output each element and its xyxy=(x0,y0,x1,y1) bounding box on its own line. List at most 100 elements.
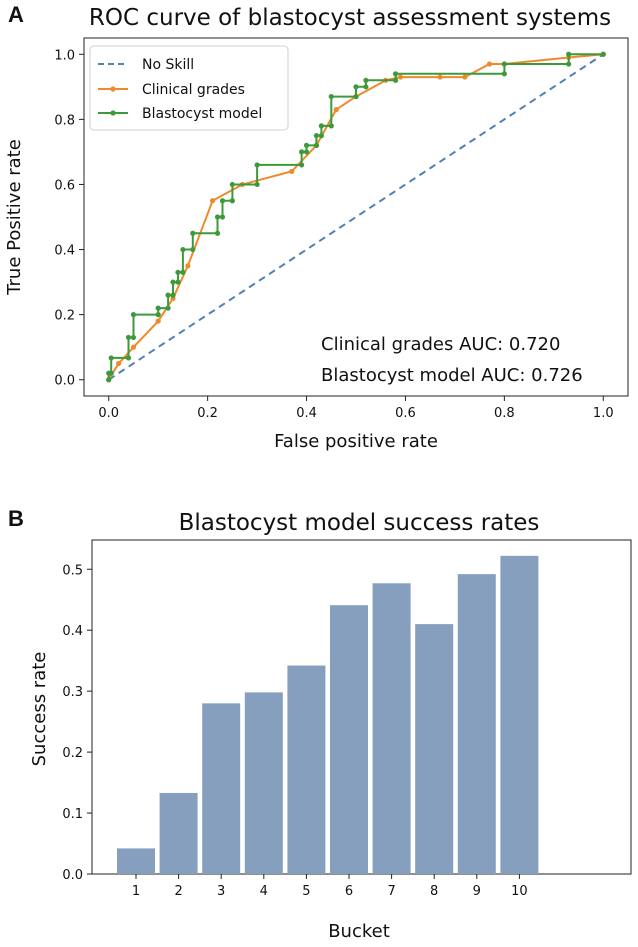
roc-point-blastocyst xyxy=(170,292,176,298)
roc-point-blastocyst xyxy=(180,246,186,253)
bar-bucket-5 xyxy=(287,665,326,874)
roc-point-blastocyst xyxy=(254,181,260,188)
roc-point-blastocyst xyxy=(108,370,114,376)
roc-point-blastocyst xyxy=(229,198,235,204)
roc-point-blastocyst xyxy=(214,230,221,236)
bar-chart: Blastocyst model success rates 0.0 0.1 0.2… xyxy=(29,510,632,942)
roc-point-blastocyst xyxy=(392,77,399,83)
roc-point-blastocyst xyxy=(229,181,235,188)
roc-point-blastocyst xyxy=(190,230,196,236)
roc-line-no-skill xyxy=(108,53,604,381)
bar-xtick-label: 9 xyxy=(473,884,481,899)
roc-point-blastocyst xyxy=(214,214,221,220)
roc-point-blastocyst xyxy=(299,162,305,168)
roc-xtick-label: 0.8 xyxy=(494,406,515,421)
bar-ylabel: Success rate xyxy=(29,652,50,767)
bar-bucket-1 xyxy=(117,848,155,874)
roc-point-clinical xyxy=(333,107,339,113)
bar-xlabel: Bucket xyxy=(328,921,390,942)
panel-label-a: A xyxy=(8,2,24,27)
roc-ytick-label: 0.2 xyxy=(54,309,75,324)
bar-xtick-label: 7 xyxy=(387,884,395,899)
roc-point-blastocyst xyxy=(566,61,572,67)
bar-bucket-9 xyxy=(457,574,496,874)
legend-label-clinical: Clinical grades xyxy=(142,82,245,98)
roc-xtick-label: 0.0 xyxy=(98,406,119,421)
bar-bucket-4 xyxy=(244,692,283,874)
roc-point-blastocyst xyxy=(501,61,507,67)
bar-bucket-10 xyxy=(500,555,539,874)
roc-point-clinical xyxy=(462,74,468,80)
roc-plot-frame xyxy=(83,37,629,397)
roc-point-blastocyst xyxy=(313,142,320,148)
roc-point-blastocyst xyxy=(353,93,359,100)
bar-xtick-label: 1 xyxy=(132,884,140,899)
bar-bucket-2 xyxy=(159,792,198,874)
roc-point-clinical xyxy=(397,74,404,80)
roc-chart: ROC curve of blastocyst assessment syste… xyxy=(4,5,629,452)
roc-point-blastocyst xyxy=(303,142,310,148)
roc-legend: No Skill Clinical grades Blastocyst mode… xyxy=(89,45,289,131)
roc-point-blastocyst xyxy=(254,162,260,168)
roc-point-blastocyst xyxy=(165,292,171,298)
bar-title: Blastocyst model success rates xyxy=(179,510,540,536)
roc-point-blastocyst xyxy=(501,71,507,77)
roc-point-clinical xyxy=(437,74,443,80)
bar-xtick-label: 5 xyxy=(302,884,310,899)
bar-xtick-label: 3 xyxy=(217,884,225,899)
roc-xtick-label: 0.6 xyxy=(395,406,416,421)
roc-point-clinical xyxy=(155,318,161,324)
roc-point-blastocyst xyxy=(130,334,137,341)
roc-point-blastocyst xyxy=(303,149,310,155)
roc-point-clinical xyxy=(130,344,137,350)
roc-ylabel: True Positive rate xyxy=(4,139,25,296)
roc-point-blastocyst xyxy=(313,133,320,139)
bar-ytick-label: 0.5 xyxy=(62,563,83,578)
bar-xtick-label: 2 xyxy=(174,884,182,899)
bar-ytick-label: 0.2 xyxy=(62,746,83,761)
roc-title: ROC curve of blastocyst assessment syste… xyxy=(89,5,611,31)
roc-xtick-label: 0.4 xyxy=(296,406,317,421)
roc-point-blastocyst xyxy=(299,149,305,155)
bar-ytick-label: 0.1 xyxy=(62,807,83,822)
roc-point-blastocyst xyxy=(155,305,161,311)
roc-ytick-label: 0.4 xyxy=(54,244,75,259)
legend-marker-clinical xyxy=(110,86,116,92)
roc-point-clinical xyxy=(486,61,493,67)
roc-point-clinical xyxy=(209,198,216,204)
roc-ytick-label: 0.6 xyxy=(54,178,75,193)
bar-xtick-label: 4 xyxy=(260,884,268,899)
auc-clinical: Clinical grades AUC: 0.720 xyxy=(321,334,560,355)
roc-point-blastocyst xyxy=(600,51,606,57)
bar-bucket-7 xyxy=(372,583,411,874)
roc-xtick-label: 0.2 xyxy=(197,406,218,421)
legend-marker-blastocyst xyxy=(110,110,116,116)
roc-point-blastocyst xyxy=(106,377,112,383)
panel-label-b: B xyxy=(8,506,24,531)
roc-ytick-label: 1.0 xyxy=(54,48,75,63)
roc-point-blastocyst xyxy=(219,198,226,204)
bar-xtick-label: 10 xyxy=(511,884,528,899)
roc-ytick-label: 0.0 xyxy=(54,374,75,389)
bar-ytick-label: 0.4 xyxy=(62,624,83,639)
roc-point-blastocyst xyxy=(318,133,324,139)
roc-point-blastocyst xyxy=(190,246,196,253)
roc-point-blastocyst xyxy=(130,312,137,318)
roc-point-blastocyst xyxy=(328,93,334,100)
roc-point-blastocyst xyxy=(219,214,226,220)
bar-bucket-6 xyxy=(330,605,368,874)
roc-point-clinical xyxy=(289,168,295,175)
roc-point-blastocyst xyxy=(155,312,161,318)
roc-point-blastocyst xyxy=(175,279,181,285)
roc-point-blastocyst xyxy=(328,123,334,129)
roc-point-blastocyst xyxy=(353,84,359,90)
roc-point-blastocyst xyxy=(170,279,176,285)
legend-label-no-skill: No Skill xyxy=(142,57,194,73)
roc-point-blastocyst xyxy=(180,269,186,275)
legend-box xyxy=(89,45,289,131)
roc-point-blastocyst xyxy=(566,51,572,57)
roc-xlabel: False positive rate xyxy=(274,431,438,452)
roc-point-blastocyst xyxy=(363,84,369,90)
bar-ytick-label: 0.3 xyxy=(62,685,83,700)
bar-bucket-8 xyxy=(415,624,454,874)
